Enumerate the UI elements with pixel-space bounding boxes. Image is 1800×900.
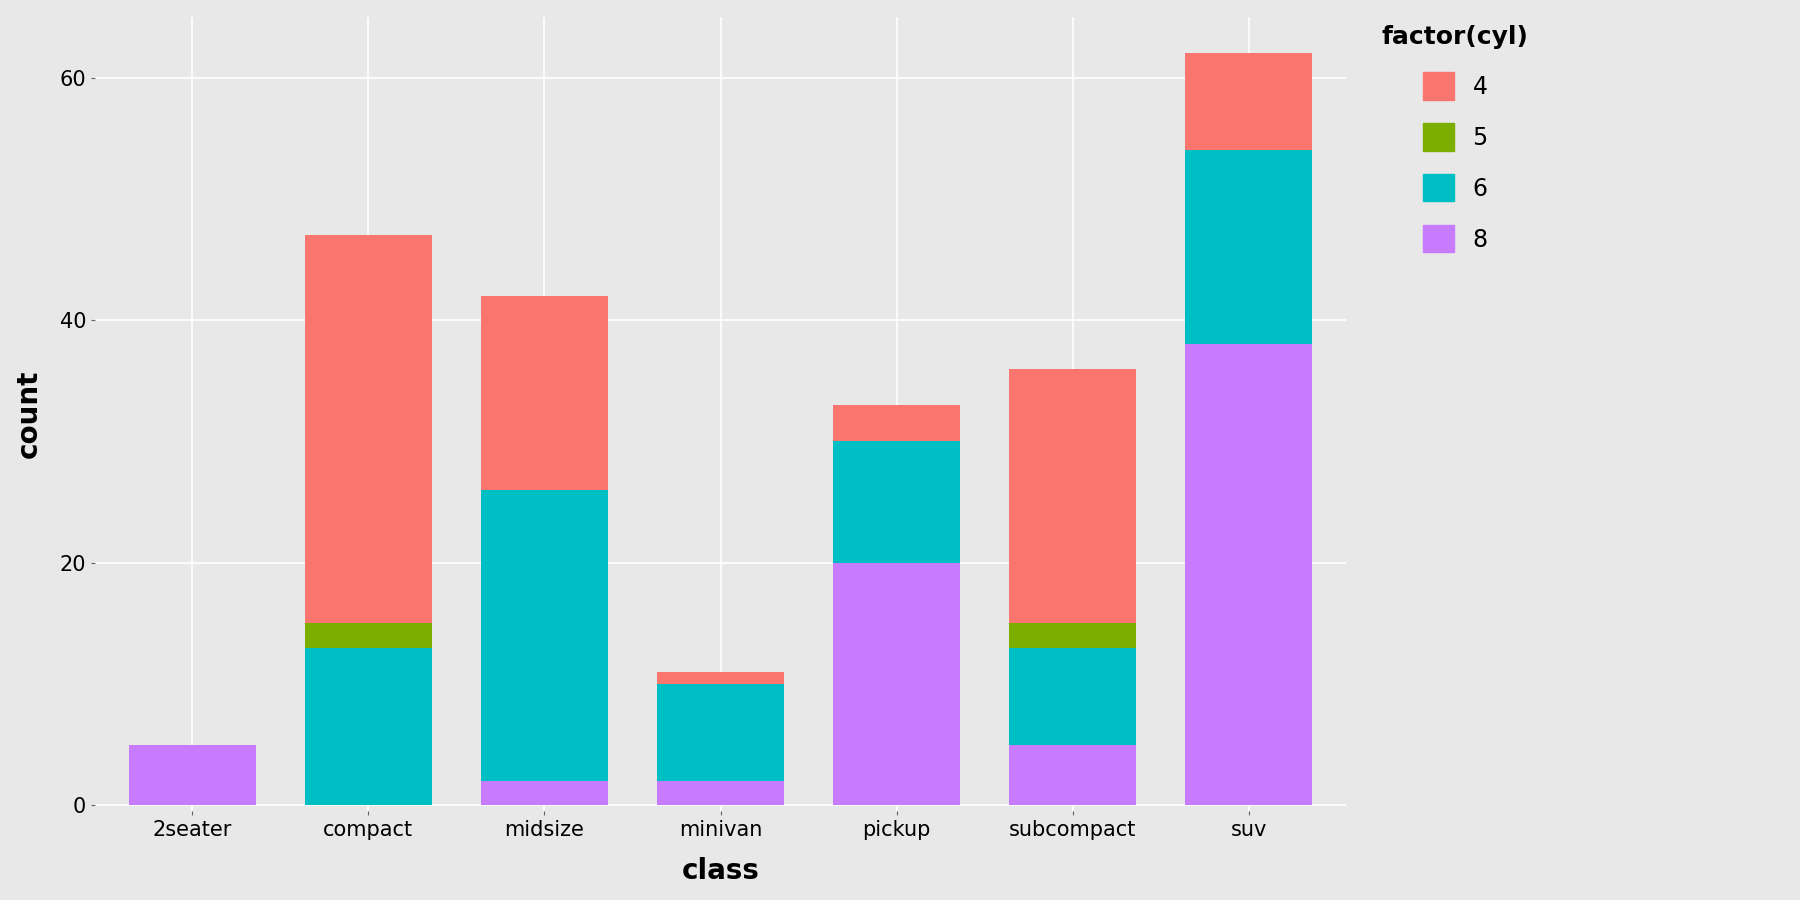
Bar bbox=[1010, 624, 1136, 648]
Bar bbox=[481, 296, 608, 490]
Bar bbox=[1010, 744, 1136, 806]
Bar bbox=[304, 648, 432, 806]
X-axis label: class: class bbox=[682, 857, 760, 885]
Bar bbox=[833, 405, 959, 442]
Bar bbox=[1186, 53, 1312, 150]
Bar bbox=[833, 562, 959, 806]
Bar bbox=[657, 684, 785, 781]
Bar bbox=[1010, 369, 1136, 624]
Bar bbox=[130, 744, 256, 806]
Bar bbox=[304, 235, 432, 624]
Bar bbox=[833, 442, 959, 562]
Legend: 4, 5, 6, 8: 4, 5, 6, 8 bbox=[1370, 13, 1541, 264]
Y-axis label: count: count bbox=[14, 370, 43, 458]
Bar bbox=[304, 624, 432, 648]
Bar bbox=[657, 781, 785, 806]
Bar bbox=[1186, 150, 1312, 345]
Bar bbox=[481, 781, 608, 806]
Bar bbox=[1186, 345, 1312, 806]
Bar bbox=[481, 490, 608, 781]
Bar bbox=[1010, 648, 1136, 744]
Bar bbox=[657, 672, 785, 684]
